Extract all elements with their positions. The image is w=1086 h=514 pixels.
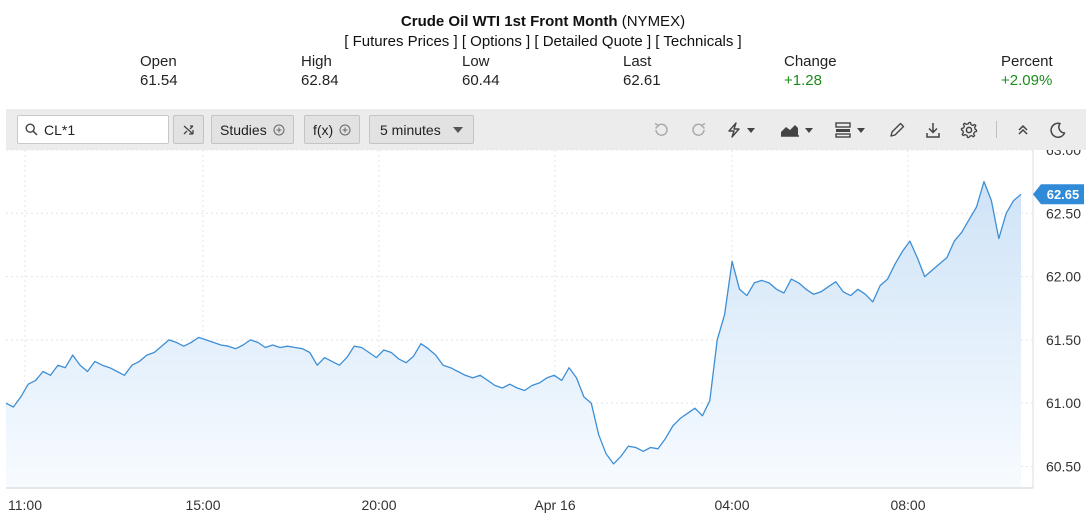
redo-button[interactable] — [687, 118, 711, 142]
theme-toggle-button[interactable] — [1046, 118, 1070, 142]
interval-select[interactable]: 5 minutes — [369, 115, 474, 144]
studies-button[interactable]: Studies — [211, 115, 294, 144]
y-tick-label: 61.50 — [1046, 332, 1081, 348]
y-tick-label: 63.00 — [1046, 150, 1081, 158]
toolbar-divider — [996, 121, 997, 138]
symbol-input[interactable] — [44, 120, 164, 140]
price-chart[interactable]: 60.50 61.00 61.50 62.00 62.50 63.00 11:00 15:0… — [0, 150, 1086, 514]
symbol-search — [17, 115, 169, 144]
stat-last: Last 62.61 — [623, 52, 661, 90]
x-tick-label: 20:00 — [361, 497, 396, 513]
link-detailed-quote[interactable]: [ Detailed Quote ] — [534, 33, 652, 50]
collapse-button[interactable] — [1011, 118, 1035, 142]
compare-button[interactable] — [173, 115, 204, 144]
link-technicals[interactable]: [ Technicals ] — [655, 33, 742, 50]
stat-label: Last — [623, 53, 652, 70]
stat-value: 61.54 — [140, 72, 178, 89]
draw-button[interactable] — [885, 118, 909, 142]
y-tick-label: 62.50 — [1046, 205, 1081, 221]
x-tick-label: 11:00 — [8, 497, 42, 513]
price-line — [5, 180, 1022, 465]
fx-button[interactable]: f(x) — [304, 115, 361, 144]
x-tick-label: Apr 16 — [534, 497, 575, 513]
y-tick-label: 61.00 — [1046, 395, 1081, 411]
stat-label: Low — [462, 53, 490, 70]
settings-icon — [960, 121, 978, 139]
link-futures-prices[interactable]: [ Futures Prices ] — [344, 33, 458, 50]
stat-label: Change — [784, 53, 837, 70]
download-icon — [926, 123, 940, 138]
last-price-label: 62.65 — [1047, 187, 1080, 202]
stat-value: 60.44 — [462, 72, 500, 89]
chart-type-icon — [781, 125, 813, 137]
redo-icon — [692, 122, 706, 136]
stat-low: Low 60.44 — [462, 52, 500, 90]
stat-value: 62.84 — [301, 72, 339, 89]
stat-change: Change +1.28 — [784, 52, 837, 90]
plus-circle-icon — [339, 124, 351, 135]
stat-open: Open 61.54 — [140, 52, 178, 90]
compare-icon — [183, 124, 194, 135]
x-axis-ticks: 11:00 15:00 20:00 Apr 16 04:00 08:00 — [8, 497, 926, 513]
studies-label: Studies — [220, 121, 267, 138]
pencil-icon — [890, 122, 905, 137]
download-button[interactable] — [921, 118, 945, 142]
search-icon — [25, 123, 38, 136]
undo-button[interactable] — [649, 118, 673, 142]
fx-label: f(x) — [313, 121, 334, 138]
settings-button[interactable] — [957, 118, 981, 142]
last-price-badge: 62.65 — [1033, 184, 1084, 205]
quote-links: [ Futures Prices ] [ Options ] [ Detaile… — [0, 33, 1086, 50]
interval-label: 5 minutes — [380, 121, 441, 138]
instrument-name: Crude Oil WTI 1st Front Month — [400, 13, 618, 30]
price-area — [6, 181, 1021, 488]
stat-label: High — [301, 53, 332, 70]
y-tick-label: 60.50 — [1046, 458, 1081, 474]
chevron-down-icon — [452, 126, 463, 133]
drawing-tools-button[interactable] — [724, 118, 762, 142]
stat-percent: Percent +2.09% — [1001, 52, 1053, 90]
lightning-icon — [728, 122, 755, 138]
x-tick-label: 15:00 — [185, 497, 220, 513]
stat-label: Percent — [1001, 53, 1053, 70]
exchange-label: (NYMEX) — [621, 13, 686, 30]
layout-icon — [835, 122, 865, 138]
stat-high: High 62.84 — [301, 52, 339, 90]
y-axis-ticks: 60.50 61.00 61.50 62.00 62.50 63.00 — [1046, 150, 1081, 474]
layout-button[interactable] — [833, 118, 873, 142]
instrument-title: Crude Oil WTI 1st Front Month (NYMEX) — [0, 13, 1086, 30]
stat-value: +2.09% — [1001, 72, 1053, 89]
y-tick-label: 62.00 — [1046, 269, 1081, 285]
stat-label: Open — [140, 53, 177, 70]
last-price-badge-shape — [1033, 184, 1084, 205]
plus-circle-icon — [273, 124, 285, 135]
chart-type-button[interactable] — [778, 118, 820, 142]
stat-value: +1.28 — [784, 72, 822, 89]
theme-moon-icon — [1050, 122, 1066, 138]
x-tick-label: 08:00 — [890, 497, 925, 513]
link-options[interactable]: [ Options ] — [461, 33, 531, 50]
undo-icon — [654, 122, 668, 136]
collapse-icon — [1018, 124, 1028, 135]
chart-toolbar: Studies f(x) 5 minutes — [6, 109, 1086, 150]
x-tick-label: 04:00 — [714, 497, 749, 513]
stat-value: 62.61 — [623, 72, 661, 89]
